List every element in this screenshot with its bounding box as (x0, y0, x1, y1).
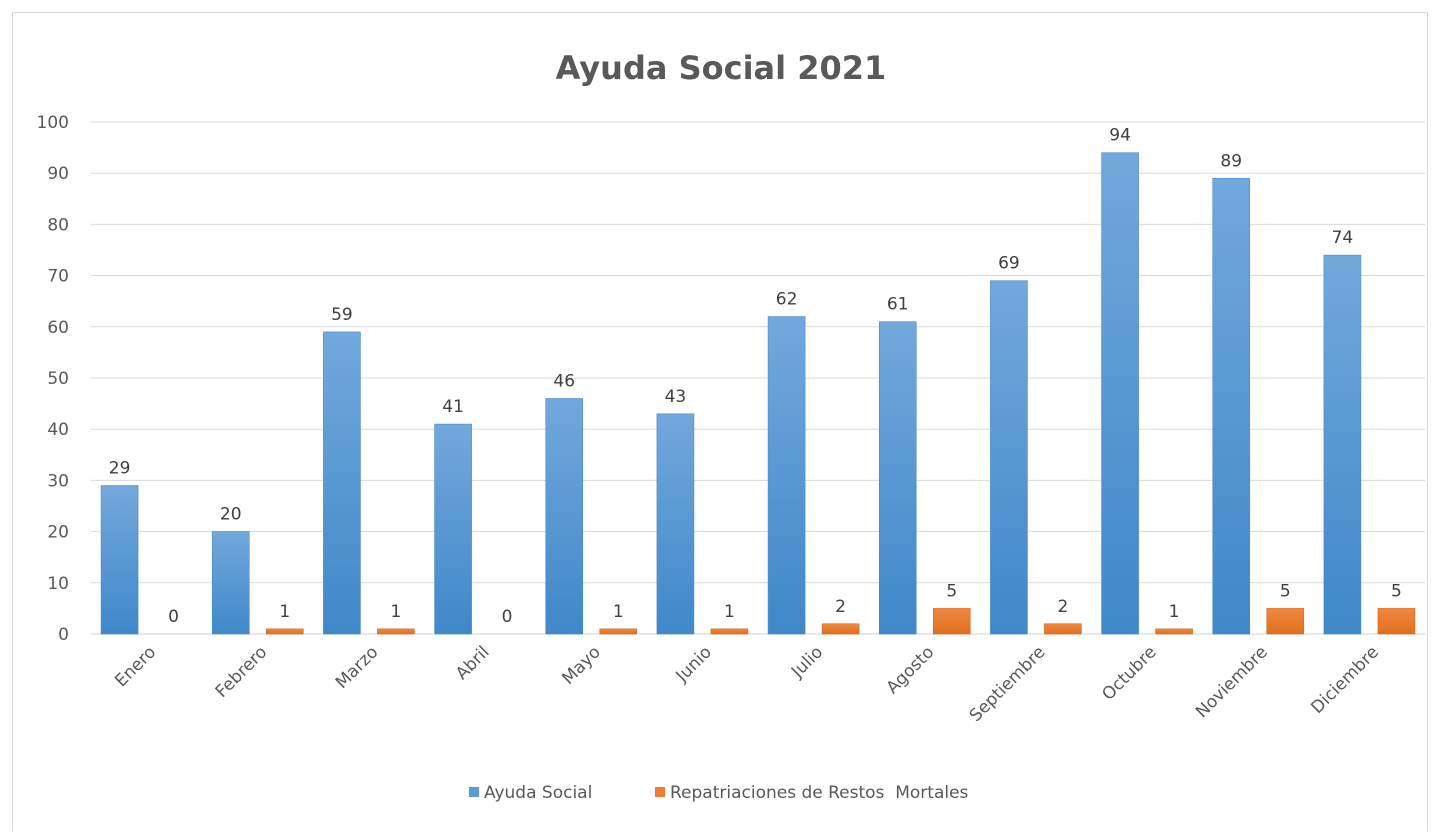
x-tick-label: Octubre (1098, 642, 1160, 704)
x-tick-label: Junio (672, 642, 716, 686)
x-tick-label: Enero (111, 642, 160, 691)
bars (100, 152, 1416, 635)
bar-ayuda-social-enero (100, 485, 139, 635)
bar-ayuda-social-septiembre (990, 280, 1028, 635)
bar-repatriaciones-julio (821, 623, 860, 635)
y-tick-label: 70 (47, 267, 69, 287)
y-tick-label: 80 (47, 215, 69, 235)
data-label: 1 (724, 602, 735, 622)
x-axis-tick-labels: Enero Febrero Marzo Abril Mayo Junio Julio Agos… (111, 642, 1383, 726)
data-label: 1 (1169, 602, 1180, 622)
data-label: 20 (220, 505, 242, 525)
data-label: 5 (1280, 581, 1291, 601)
data-label: 62 (776, 290, 798, 310)
data-labels: 29 20 59 41 46 43 62 61 69 94 89 74 0 1 1 0 1 1 2 5 2 1 5 5 (109, 126, 1402, 627)
y-axis-tick-labels: 0 10 20 30 40 50 60 70 80 90 100 (37, 113, 69, 645)
bar-ayuda-social-junio (656, 413, 695, 635)
y-tick-label: 90 (47, 164, 69, 184)
legend-label-repatriaciones: Repatriaciones de Restos Mortales (670, 783, 969, 803)
bar-repatriaciones-junio (710, 628, 749, 635)
bar-ayuda-social-octubre (1101, 152, 1139, 635)
y-tick-label: 50 (47, 369, 69, 389)
bar-repatriaciones-septiembre (1044, 623, 1082, 635)
x-tick-label: Julio (787, 642, 827, 682)
data-label: 1 (279, 602, 290, 622)
y-tick-label: 10 (47, 574, 69, 594)
x-tick-label: Agosto (883, 642, 939, 698)
chart-svg: Ayuda Social 2021 0102030405060708090100… (37, 49, 1425, 803)
data-label: 69 (998, 254, 1020, 274)
legend-label-ayuda-social: Ayuda Social (484, 783, 592, 803)
data-label: 43 (665, 387, 687, 407)
y-tick-label: 100 (37, 113, 69, 133)
y-tick-label: 60 (47, 318, 69, 338)
bar-repatriaciones-agosto (932, 608, 971, 635)
bar-ayuda-social-diciembre (1323, 254, 1362, 635)
data-label: 0 (502, 607, 513, 627)
bar-repatriaciones-diciembre (1377, 608, 1416, 635)
bar-ayuda-social-julio (767, 316, 806, 635)
data-label: 46 (553, 371, 575, 391)
y-tick-label: 30 (47, 471, 69, 491)
x-tick-label: Diciembre (1307, 642, 1383, 718)
y-tick-label: 0 (58, 625, 69, 645)
x-tick-label: Septiembre (966, 642, 1050, 726)
x-tick-label: Abril (452, 642, 494, 684)
data-label: 94 (1109, 126, 1131, 146)
legend: Ayuda Social Repatriaciones de Restos Mor… (469, 783, 969, 803)
x-tick-label: Febrero (212, 642, 272, 702)
data-label: 89 (1220, 151, 1242, 171)
legend-swatch-ayuda-social (469, 787, 479, 797)
data-label: 2 (1058, 597, 1069, 617)
bar-ayuda-social-noviembre (1212, 178, 1251, 635)
bar-repatriaciones-febrero (265, 628, 304, 635)
legend-swatch-repatriaciones (655, 787, 665, 797)
bar-ayuda-social-marzo (323, 331, 361, 635)
x-tick-label: Mayo (558, 642, 604, 688)
bar-ayuda-social-abril (434, 423, 472, 635)
x-tick-label: Marzo (332, 642, 382, 692)
data-label: 41 (442, 397, 464, 417)
bar-repatriaciones-marzo (377, 628, 415, 635)
data-label: 61 (887, 295, 909, 315)
bar-ayuda-social-febrero (211, 531, 250, 635)
data-label: 0 (168, 607, 179, 627)
bar-ayuda-social-agosto (878, 321, 917, 635)
y-tick-label: 20 (47, 523, 69, 543)
data-label: 29 (109, 459, 131, 479)
bar-repatriaciones-mayo (599, 628, 638, 635)
data-label: 74 (1332, 228, 1354, 248)
x-tick-label: Noviembre (1192, 642, 1272, 722)
bar-repatriaciones-octubre (1155, 628, 1193, 635)
y-tick-label: 40 (47, 420, 69, 440)
data-label: 1 (613, 602, 624, 622)
chart-title: Ayuda Social 2021 (556, 49, 887, 87)
data-label: 5 (1391, 581, 1402, 601)
data-label: 1 (391, 602, 402, 622)
gridlines (91, 121, 1425, 635)
data-label: 2 (835, 597, 846, 617)
bar-repatriaciones-noviembre (1266, 608, 1305, 635)
data-label: 59 (331, 305, 353, 325)
data-label: 5 (946, 581, 957, 601)
chart-frame: Ayuda Social 2021 0 10 20 30 40 50 60 70 80 90 100… (12, 12, 1428, 831)
bar-ayuda-social-mayo (545, 398, 584, 635)
